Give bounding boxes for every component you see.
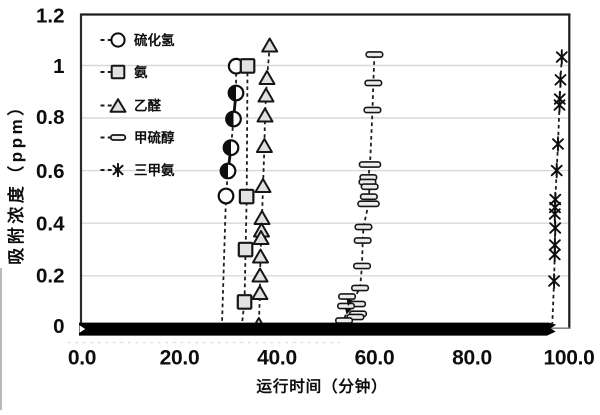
svg-text:0.6: 0.6 — [36, 160, 65, 183]
svg-text:1: 1 — [53, 55, 64, 78]
svg-text:0: 0 — [53, 315, 64, 338]
svg-text:1.2: 1.2 — [36, 5, 65, 28]
svg-text:0.0: 0.0 — [68, 347, 96, 370]
svg-text:0.2: 0.2 — [36, 265, 65, 288]
svg-text:硫化氢: 硫化氢 — [134, 32, 175, 48]
svg-text:0.4: 0.4 — [36, 212, 65, 235]
svg-text:甲硫醇: 甲硫醇 — [134, 130, 175, 146]
svg-text:运行时间（分钟）: 运行时间（分钟） — [256, 377, 387, 396]
svg-text:0.8: 0.8 — [36, 106, 65, 129]
svg-text:80.0: 80.0 — [452, 347, 492, 370]
svg-text:20.0: 20.0 — [160, 347, 200, 370]
svg-text:60.0: 60.0 — [355, 347, 395, 370]
svg-text:40.0: 40.0 — [257, 347, 297, 370]
svg-text:氨: 氨 — [134, 64, 148, 80]
svg-text:100.0: 100.0 — [543, 347, 594, 370]
svg-text:乙醛: 乙醛 — [134, 98, 161, 114]
svg-text:吸附浓度（ppm）: 吸附浓度（ppm） — [6, 95, 26, 264]
svg-text:三甲氨: 三甲氨 — [134, 162, 175, 178]
